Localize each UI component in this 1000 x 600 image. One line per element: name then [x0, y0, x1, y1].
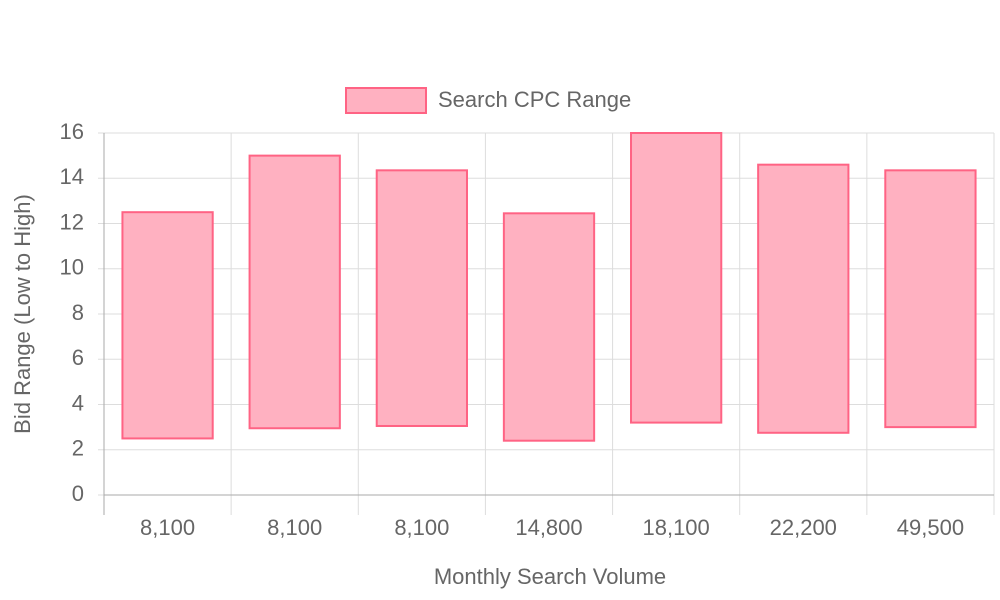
bar: [884, 169, 977, 429]
bar: [502, 212, 596, 442]
x-tick-label: 8,100: [140, 515, 195, 540]
y-tick-label: 6: [72, 345, 84, 370]
y-tick-label: 10: [60, 255, 84, 280]
x-tick-label: 18,100: [642, 515, 709, 540]
y-axis-title: Bid Range (Low to High): [10, 194, 35, 434]
x-axis-title: Monthly Search Volume: [434, 564, 666, 589]
x-tick-label: 49,500: [897, 515, 964, 540]
y-tick-label: 0: [72, 481, 84, 506]
legend-label: Search CPC Range: [438, 87, 631, 112]
x-tick-label: 8,100: [394, 515, 449, 540]
y-tick-label: 14: [60, 164, 84, 189]
x-tick-label: 14,800: [515, 515, 582, 540]
y-tick-label: 2: [72, 436, 84, 461]
bar: [121, 211, 214, 440]
x-tick-label: 8,100: [267, 515, 322, 540]
y-tick-label: 16: [60, 119, 84, 144]
y-tick-label: 8: [72, 300, 84, 325]
bar: [375, 169, 468, 427]
bar: [757, 163, 850, 434]
x-tick-label: 22,200: [770, 515, 837, 540]
legend-swatch: [345, 87, 427, 114]
bar: [248, 154, 341, 430]
bar: [630, 132, 723, 424]
y-tick-label: 4: [72, 390, 84, 415]
y-tick-label: 12: [60, 209, 84, 234]
